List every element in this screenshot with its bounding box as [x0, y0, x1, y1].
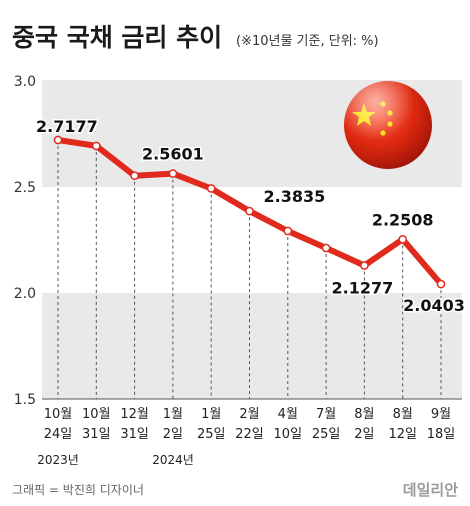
x-tick-month: 2월 [239, 407, 259, 422]
data-points [53, 135, 446, 289]
y-tick: 2.0 [14, 286, 36, 302]
data-point [283, 226, 293, 236]
band-lower [42, 293, 462, 399]
data-label: 2.2508 [372, 210, 434, 229]
chart-subtitle: (※10년물 기준, 단위: %) [236, 34, 379, 49]
x-tick-month: 4월 [278, 407, 298, 422]
x-tick-day: 25일 [312, 427, 341, 442]
data-point [91, 141, 101, 151]
data-point [53, 135, 63, 145]
x-tick-month: 1월 [201, 407, 221, 422]
data-label: 2.0403 [403, 296, 465, 315]
x-tick-day: 18일 [427, 427, 456, 442]
x-tick-day: 12일 [388, 427, 417, 442]
data-label: 2.3835 [264, 187, 326, 206]
data-point [360, 261, 369, 270]
data-point [245, 206, 254, 216]
year-label-2024: 2024년 [152, 453, 194, 467]
data-labels: 2.7177 2.5601 2.3835 2.1277 2.2508 2.0403 [35, 116, 467, 317]
x-tick-day: 22일 [235, 427, 264, 442]
x-tick-day: 2일 [163, 427, 183, 442]
x-tick-month: 8월 [354, 407, 374, 422]
graphic-credit: 그래픽 = 박진희 디자이너 [12, 483, 144, 497]
data-point [168, 169, 178, 178]
x-tick-day: 2일 [354, 427, 374, 442]
data-point [398, 234, 408, 244]
data-label: 2.1277 [332, 279, 394, 298]
x-tick-day: 31일 [82, 427, 111, 442]
x-tick-day: 24일 [44, 427, 73, 442]
x-tick-day: 10일 [274, 427, 303, 442]
x-tick-month: 1월 [163, 407, 183, 422]
brand-logo: 데일리안 [403, 481, 458, 499]
x-tick-month: 10월 [82, 407, 111, 422]
data-point [321, 243, 331, 253]
x-tick-month: 12월 [120, 407, 149, 422]
y-axis-ticks: 3.0 2.5 2.0 1.5 [14, 74, 36, 408]
data-point [436, 279, 446, 289]
data-label: 2.5601 [142, 145, 204, 164]
y-tick: 2.5 [14, 180, 36, 196]
data-label: 2.7177 [36, 117, 98, 136]
data-point [130, 171, 139, 181]
x-tick-day: 25일 [197, 427, 226, 442]
x-tick-month: 10월 [44, 407, 73, 422]
x-axis-labels: 10월 24일 10월 31일 12월 31일 1월 2일 1월 25일 2월 22일 4월 10일 7월 2… [44, 407, 456, 442]
year-label-2023: 2023년 [37, 453, 79, 467]
x-tick-month: 7월 [316, 407, 336, 422]
data-point [206, 184, 216, 193]
x-tick-day: 31일 [120, 427, 149, 442]
y-tick: 1.5 [14, 392, 36, 408]
x-tick-month: 8월 [393, 407, 413, 422]
drop-lines [57, 140, 442, 399]
y-tick: 3.0 [14, 74, 36, 90]
chart-title: 중국 국채 금리 추이 [12, 23, 222, 52]
china-flag-icon [344, 81, 432, 169]
x-tick-month: 9월 [431, 407, 451, 422]
